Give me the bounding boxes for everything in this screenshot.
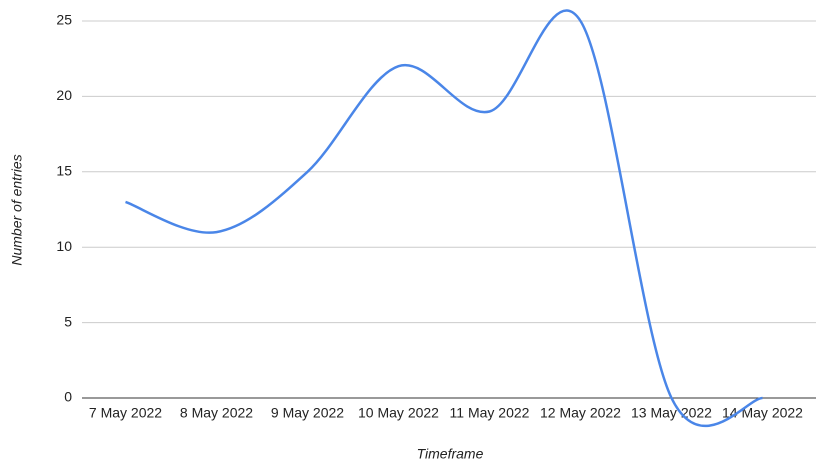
x-tick-label: 8 May 2022 <box>180 405 253 421</box>
y-tick-label: 20 <box>56 87 72 103</box>
y-tick-label: 15 <box>56 163 72 179</box>
x-tick-label: 14 May 2022 <box>722 405 803 421</box>
x-tick-label: 9 May 2022 <box>271 405 344 421</box>
y-tick-label: 25 <box>56 12 72 28</box>
x-tick-label: 13 May 2022 <box>631 405 712 421</box>
y-tick-label: 5 <box>64 313 72 329</box>
y-tick-label: 10 <box>56 238 72 254</box>
x-tick-label: 12 May 2022 <box>540 405 621 421</box>
line <box>125 9 763 428</box>
x-tick-label: 11 May 2022 <box>450 405 530 421</box>
x-axis-title: Timeframe <box>417 446 484 462</box>
x-tick-label: 10 May 2022 <box>358 405 439 421</box>
y-axis-title: Number of entries <box>9 154 25 265</box>
x-tick-label: 7 May 2022 <box>89 405 162 421</box>
y-tick-label: 0 <box>64 389 72 405</box>
